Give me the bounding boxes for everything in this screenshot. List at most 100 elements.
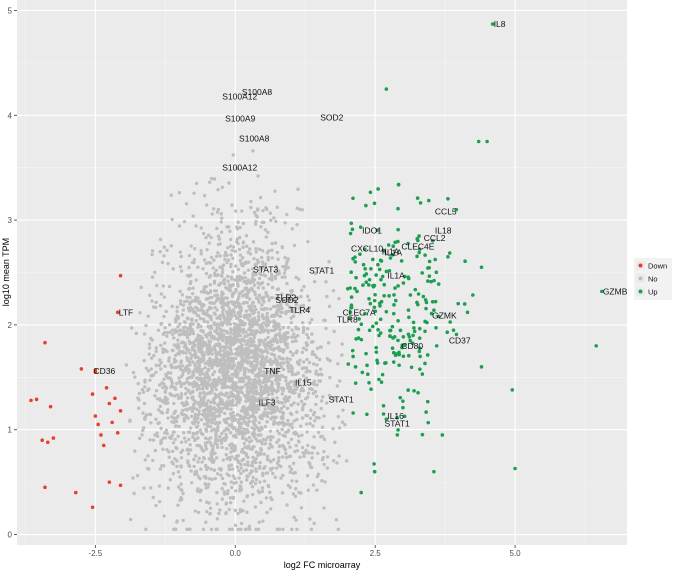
point-up	[400, 345, 404, 350]
point-no	[185, 316, 190, 320]
point-up	[434, 270, 439, 275]
point-up	[395, 433, 400, 437]
point-no	[289, 289, 293, 293]
point-no	[169, 193, 173, 197]
point-no	[201, 317, 206, 321]
point-up	[372, 305, 377, 310]
point-up	[386, 243, 391, 247]
point-no	[179, 440, 184, 444]
point-no	[150, 252, 154, 257]
point-no	[214, 410, 218, 414]
point-down	[73, 490, 78, 495]
point-no	[227, 306, 232, 311]
point-no	[242, 499, 246, 503]
point-no	[196, 383, 201, 388]
point-no	[207, 375, 211, 379]
point-no	[130, 326, 134, 330]
point-no	[306, 391, 311, 395]
point-no	[278, 338, 283, 343]
point-no	[154, 300, 158, 305]
point-no	[313, 419, 317, 423]
point-no	[283, 264, 288, 269]
point-no	[304, 348, 308, 352]
point-no	[231, 269, 235, 274]
point-up	[379, 299, 384, 304]
point-no	[164, 399, 168, 403]
point-down	[51, 436, 56, 440]
point-no	[165, 410, 169, 415]
point-no	[262, 265, 267, 269]
point-no	[163, 364, 167, 368]
point-no	[271, 337, 275, 341]
point-no	[241, 330, 245, 335]
point-no	[261, 437, 266, 442]
point-no	[146, 388, 150, 393]
point-no	[239, 387, 243, 392]
point-no	[270, 278, 274, 282]
point-no	[281, 527, 285, 531]
point-no	[240, 458, 244, 463]
point-no	[260, 373, 264, 378]
point-no	[144, 527, 148, 531]
point-no	[179, 302, 183, 306]
point-no	[233, 444, 237, 448]
point-no	[296, 333, 300, 338]
point-no	[286, 483, 290, 488]
point-no	[286, 386, 290, 390]
point-up	[424, 306, 428, 311]
point-no	[248, 314, 252, 318]
point-no	[259, 369, 263, 374]
point-no	[275, 440, 279, 445]
point-up	[357, 317, 361, 321]
point-no	[217, 511, 221, 516]
point-no	[250, 485, 255, 489]
point-up	[434, 344, 439, 348]
point-no	[241, 327, 246, 332]
point-up	[423, 253, 427, 257]
point-no	[247, 322, 252, 326]
point-no	[178, 367, 183, 371]
point-no	[295, 349, 299, 353]
point-no	[265, 359, 270, 364]
legend-label: No	[648, 275, 658, 284]
point-no	[265, 251, 270, 255]
point-no	[268, 320, 272, 324]
point-up	[371, 283, 375, 288]
point-no	[158, 358, 162, 362]
point-no	[237, 346, 241, 351]
point-no	[241, 245, 245, 249]
point-no	[193, 362, 197, 366]
point-no	[301, 325, 306, 330]
point-no	[142, 486, 146, 490]
point-no	[169, 244, 174, 248]
point-no	[207, 456, 211, 461]
point-no	[164, 428, 169, 432]
point-no	[228, 288, 232, 293]
point-no	[176, 342, 180, 346]
point-no	[248, 247, 252, 251]
point-no	[193, 415, 197, 419]
point-no	[208, 413, 212, 418]
point-no	[261, 286, 266, 290]
point-up	[432, 308, 436, 312]
point-no	[243, 415, 248, 420]
legend-key-no	[638, 276, 643, 281]
point-up	[410, 341, 415, 345]
point-no	[257, 382, 262, 386]
point-no	[215, 210, 220, 214]
point-no	[230, 203, 234, 207]
point-up	[358, 252, 362, 256]
point-no	[155, 434, 160, 438]
point-no	[292, 310, 297, 314]
point-no	[243, 322, 247, 326]
point-no	[239, 351, 243, 356]
point-no	[259, 396, 264, 400]
point-no	[193, 509, 197, 513]
point-no	[281, 374, 285, 379]
y-tick-label: 4	[8, 111, 13, 120]
point-no	[276, 346, 280, 351]
point-up	[382, 293, 386, 298]
point-up	[402, 274, 407, 279]
point-no	[266, 392, 271, 397]
point-up	[351, 411, 355, 415]
